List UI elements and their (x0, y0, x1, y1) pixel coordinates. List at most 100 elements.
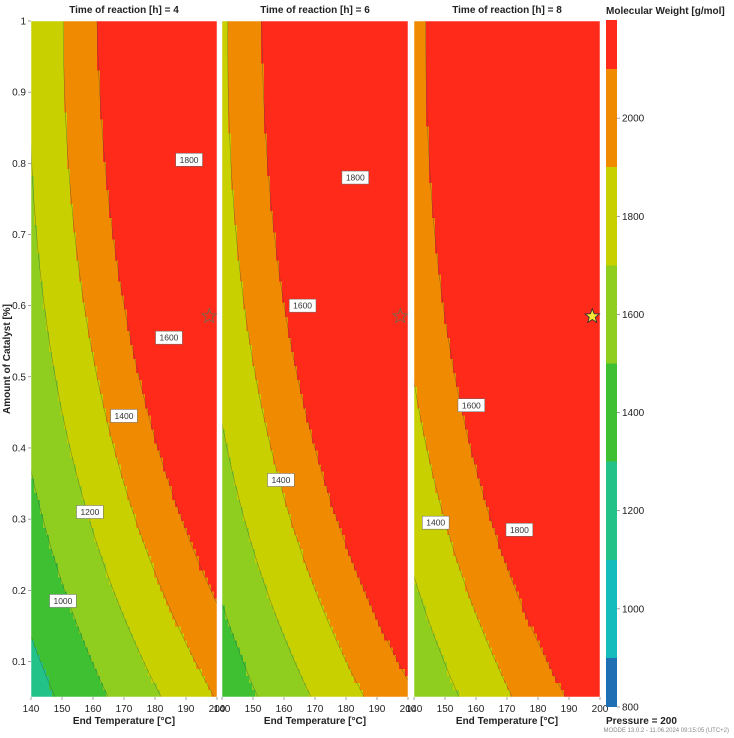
x-tick-label: 190 (561, 704, 578, 715)
contour-lines (222, 21, 408, 697)
x-tick-label: 170 (116, 704, 133, 715)
panel-title: Time of reaction [h] = 8 (452, 5, 562, 16)
colorbar-levels (606, 20, 617, 707)
x-axis: 140 150 160 170 180 190 200 (406, 697, 609, 715)
x-tick-label: 150 (245, 704, 262, 715)
contour-label: 1400 (110, 409, 138, 423)
contour-line (425, 21, 566, 697)
contour-label-text: 1800 (180, 155, 199, 165)
x-tick-label: 150 (54, 704, 71, 715)
contour-line (62, 21, 215, 697)
optimum-star-marker (583, 307, 601, 324)
x-tick-label: 170 (499, 704, 516, 715)
colorbar-title: Molecular Weight [g/mol] (606, 6, 725, 17)
contour-label-text: 1400 (426, 518, 445, 528)
panel-fill (222, 21, 408, 697)
y-tick-label: 0.4 (12, 443, 26, 454)
y-tick-label: 0.7 (12, 230, 26, 241)
contour-label: 1800 (505, 523, 534, 537)
panel-fill (31, 21, 217, 697)
contour-line (261, 21, 408, 682)
x-tick-label: 180 (147, 704, 164, 715)
contour-line (0, 446, 2, 697)
colorbar-level (606, 20, 617, 70)
colorbar-tick-label: 2000 (622, 114, 645, 125)
optimum-star-marker (200, 307, 218, 324)
contour-label: 1400 (267, 473, 295, 487)
y-axis-label: Amount of Catalyst [%] (2, 304, 13, 414)
panel-1: Time of reaction [h] = 41000120014001600… (0, 5, 226, 727)
x-tick-label: 140 (23, 704, 40, 715)
y-tick-label: 0.1 (12, 657, 26, 668)
x-axis-label: End Temperature [°C] (73, 716, 175, 727)
colorbar-level (606, 657, 617, 707)
pressure-annotation: Pressure = 200 (606, 716, 677, 727)
contour-label-text: 1200 (80, 507, 99, 517)
contour-label: 1600 (155, 330, 183, 345)
contour-line (414, 575, 460, 697)
x-tick-label: 200 (400, 704, 417, 715)
contour-label: 1600 (288, 298, 317, 313)
contour-line (31, 142, 162, 697)
colorbar-tick-label: 1400 (622, 408, 645, 419)
x-tick-label: 200 (209, 704, 226, 715)
y-tick-label: 1 (20, 17, 26, 28)
contour-label-text: 1400 (271, 475, 290, 485)
optimum-star-marker (391, 307, 409, 324)
panel-title: Time of reaction [h] = 6 (260, 5, 370, 16)
x-axis-label: End Temperature [°C] (456, 716, 558, 727)
x-tick-label: 190 (178, 704, 195, 715)
x-tick-label: 150 (437, 704, 454, 715)
colorbar-level (606, 363, 617, 462)
contour-label-text: 1400 (115, 411, 134, 421)
x-tick-label: 160 (276, 704, 293, 715)
colorbar-level (606, 461, 617, 560)
contour-label: 1800 (175, 153, 203, 167)
colorbar-level (606, 265, 617, 364)
y-tick-label: 0.6 (12, 301, 26, 312)
y-tick-label: 0.5 (12, 372, 26, 383)
colorbar-level (606, 167, 617, 266)
x-tick-label: 200 (592, 704, 609, 715)
colorbar-tick-label: 1600 (622, 310, 645, 321)
y-tick-label: 0.9 (12, 88, 26, 99)
y-tick-label: 0.3 (12, 515, 26, 526)
software-footer: MODDE 13.0.2 - 11.06.2024 09:15:05 (UTC+… (604, 728, 729, 734)
contour-line (414, 380, 513, 697)
panel-fill (414, 21, 600, 697)
x-tick-label: 140 (406, 704, 423, 715)
colorbar-ticks: 800 1000 1200 1400 1600 1800 2000 (617, 114, 645, 714)
y-tick-label: 0.8 (12, 159, 26, 170)
contour-line (96, 21, 217, 605)
contour-lines (414, 21, 566, 697)
x-tick-label: 180 (530, 704, 547, 715)
x-tick-label: 170 (307, 704, 324, 715)
x-tick-label: 190 (369, 704, 386, 715)
contour-label-text: 1600 (462, 400, 481, 410)
colorbar-level (606, 559, 617, 658)
contour-label: 1800 (341, 170, 369, 185)
y-axis: 0.1 0.2 0.3 0.4 0.5 0.6 0.7 0.8 0.9 1 Amount of Ca… (2, 17, 31, 668)
contour-line (222, 422, 312, 697)
colorbar-level (606, 69, 617, 168)
colorbar-tick-label: 800 (622, 703, 639, 714)
contour-label-text: 1800 (346, 173, 365, 183)
contour-label-text: 1600 (293, 301, 312, 311)
y-tick-label: 0.2 (12, 586, 26, 597)
contour-line (227, 21, 365, 697)
contour-line (31, 469, 109, 697)
colorbar-tick-label: 1200 (622, 506, 645, 517)
x-tick-label: 180 (338, 704, 355, 715)
contour-label-text: 1000 (53, 596, 72, 606)
contour-label: 1200 (76, 505, 104, 519)
x-axis: 140 150 160 170 180 190 200 (23, 697, 226, 715)
colorbar: Molecular Weight [g/mol] 800 1000 1200 1400… (606, 6, 725, 714)
panel-title: Time of reaction [h] = 4 (69, 5, 179, 16)
x-tick-label: 160 (85, 704, 102, 715)
x-tick-label: 160 (468, 704, 485, 715)
contour-label-text: 1800 (510, 525, 529, 535)
contour-label: 1600 (457, 398, 486, 413)
contour-label-text: 1600 (159, 333, 178, 343)
